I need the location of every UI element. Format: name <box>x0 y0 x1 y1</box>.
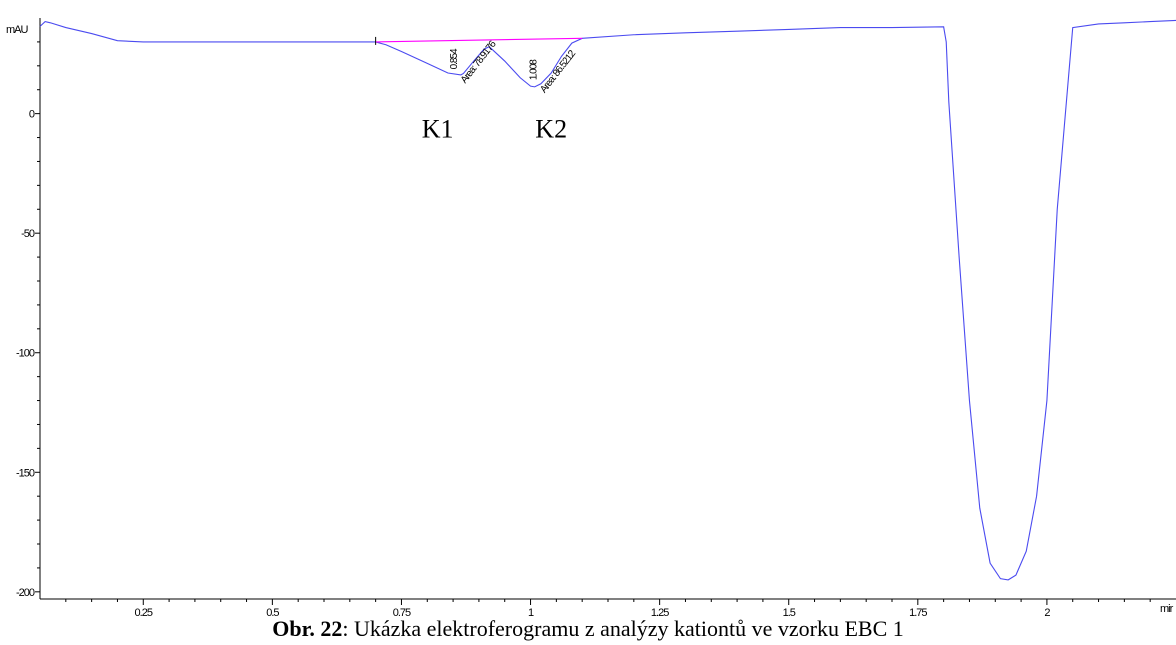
y-tick-label: -50 <box>21 228 35 240</box>
x-axis-label: mir <box>1160 603 1174 615</box>
y-tick-label: -150 <box>16 467 35 479</box>
chart-axes: 0 -50 -100 -150 -200 0.25 0.5 0.75 1 1.25 1.5 1.75 2 <box>16 18 1176 619</box>
x-tick-label: 1.25 <box>651 607 669 619</box>
signal-trace <box>39 19 1176 581</box>
y-tick-label: 0 <box>29 109 35 121</box>
integration-baseline <box>375 37 583 43</box>
peak-time-label: 0.854 <box>449 48 460 69</box>
peak-time-label: 1.008 <box>529 59 540 80</box>
y-axis-label: mAU <box>6 24 29 36</box>
x-tick-label: 0.25 <box>135 607 153 619</box>
x-tick-label: 0.5 <box>266 607 279 619</box>
caption-text: : Ukázka elektroferogramu z analýzy kati… <box>342 616 904 641</box>
x-tick-label: 1.5 <box>783 607 796 619</box>
x-tick-label: 1.75 <box>909 607 927 619</box>
peak-area-label: Area: 86.5212 <box>538 48 578 95</box>
peak-name-label: K2 <box>535 115 567 144</box>
y-tick-label: -200 <box>16 587 35 599</box>
x-tick-label: 0.75 <box>393 607 411 619</box>
caption-number: Obr. 22 <box>272 616 343 641</box>
x-tick-label: 2 <box>1044 607 1050 619</box>
x-tick-label: 1 <box>528 607 534 619</box>
peak-area-label: Area: 78.9176 <box>459 38 499 85</box>
figure-caption: Obr. 22: Ukázka elektroferogramu z analý… <box>0 616 1176 642</box>
peak-name-label: K1 <box>422 115 454 144</box>
y-tick-label: -100 <box>16 348 35 360</box>
